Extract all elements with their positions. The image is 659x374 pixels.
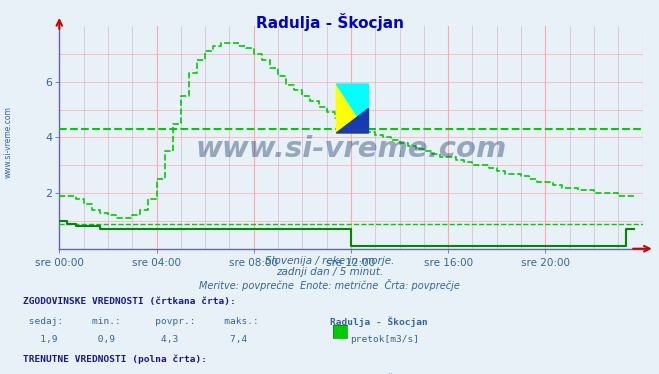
Text: pretok[m3/s]: pretok[m3/s] xyxy=(351,335,420,344)
Text: TRENUTNE VREDNOSTI (polna črta):: TRENUTNE VREDNOSTI (polna črta): xyxy=(23,354,207,364)
Polygon shape xyxy=(336,84,368,133)
Text: zadnji dan / 5 minut.: zadnji dan / 5 minut. xyxy=(276,267,383,278)
Text: www.si-vreme.com: www.si-vreme.com xyxy=(3,106,13,178)
Text: Meritve: povprečne  Enote: metrične  Črta: povprečje: Meritve: povprečne Enote: metrične Črta:… xyxy=(199,279,460,291)
Text: sedaj:     min.:      povpr.:     maks.:: sedaj: min.: povpr.: maks.: xyxy=(23,317,259,326)
Text: Slovenija / reke in morje.: Slovenija / reke in morje. xyxy=(265,256,394,266)
Polygon shape xyxy=(336,84,368,133)
Text: Radulja - Škocjan: Radulja - Škocjan xyxy=(256,13,403,31)
Polygon shape xyxy=(336,108,368,133)
Text: Radulja - Škocjan: Radulja - Škocjan xyxy=(330,317,427,327)
Text: ZGODOVINSKE VREDNOSTI (črtkana črta):: ZGODOVINSKE VREDNOSTI (črtkana črta): xyxy=(23,297,236,306)
Text: 1,9       0,9        4,3         7,4: 1,9 0,9 4,3 7,4 xyxy=(23,335,247,344)
Text: www.si-vreme.com: www.si-vreme.com xyxy=(195,135,507,163)
